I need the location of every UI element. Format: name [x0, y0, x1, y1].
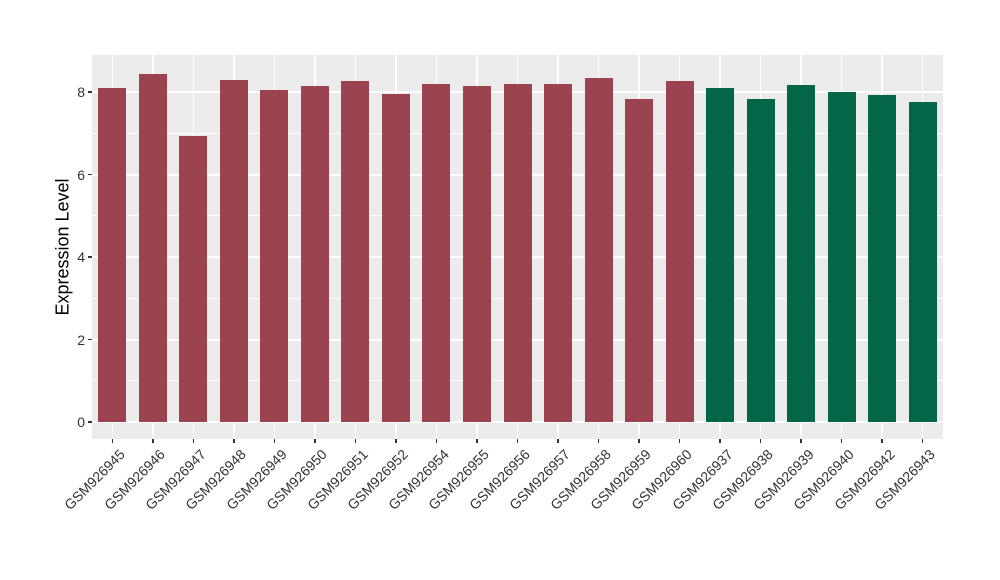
- bar: [341, 80, 370, 423]
- x-tick-mark: [192, 439, 195, 443]
- y-tick-mark: [88, 91, 92, 93]
- x-tick-mark: [800, 439, 802, 443]
- x-tick-mark: [233, 439, 235, 443]
- bar: [908, 102, 937, 423]
- bar: [381, 93, 410, 423]
- plot-panel: [92, 55, 943, 439]
- x-tick-mark: [921, 439, 924, 443]
- bar: [503, 84, 532, 423]
- x-tick-mark: [638, 439, 640, 443]
- bar: [584, 77, 613, 423]
- y-tick-label: 6: [77, 166, 85, 183]
- x-tick-mark: [152, 439, 154, 443]
- gridline-major: [92, 421, 943, 424]
- y-tick-mark: [88, 421, 92, 423]
- x-tick-mark: [759, 439, 762, 443]
- bar: [260, 90, 289, 423]
- bar: [179, 135, 208, 423]
- x-tick-mark: [516, 439, 519, 443]
- x-tick-mark: [476, 439, 478, 443]
- bar: [827, 92, 856, 423]
- bar: [746, 99, 775, 423]
- x-tick-mark: [395, 439, 397, 443]
- bar: [868, 95, 897, 423]
- y-tick-mark: [88, 173, 92, 176]
- bar: [300, 86, 329, 423]
- x-tick-mark: [557, 439, 559, 443]
- x-tick-mark: [354, 439, 357, 443]
- bar: [665, 80, 694, 423]
- x-tick-mark: [314, 439, 316, 443]
- bar: [787, 85, 816, 423]
- x-tick-mark: [435, 439, 438, 443]
- x-tick-mark: [597, 439, 600, 443]
- bar: [706, 88, 735, 423]
- y-tick-label: 4: [77, 249, 85, 266]
- bar: [219, 80, 248, 423]
- y-axis-title: Expression Level: [52, 178, 73, 316]
- y-tick-label: 8: [77, 84, 85, 101]
- x-tick-mark: [840, 439, 843, 443]
- y-tick-label: 2: [77, 331, 85, 348]
- bar: [422, 84, 451, 423]
- x-tick-mark: [719, 439, 721, 443]
- bar: [138, 73, 167, 423]
- y-tick-mark: [88, 338, 92, 341]
- y-tick-label: 0: [77, 414, 85, 431]
- bar: [544, 84, 573, 423]
- bar: [98, 87, 127, 423]
- x-tick-mark: [881, 439, 883, 443]
- y-tick-mark: [88, 256, 92, 258]
- bar: [462, 85, 491, 423]
- bar: [625, 98, 654, 423]
- x-tick-mark: [273, 439, 276, 443]
- x-tick-mark: [111, 439, 113, 443]
- x-tick-mark: [678, 439, 681, 443]
